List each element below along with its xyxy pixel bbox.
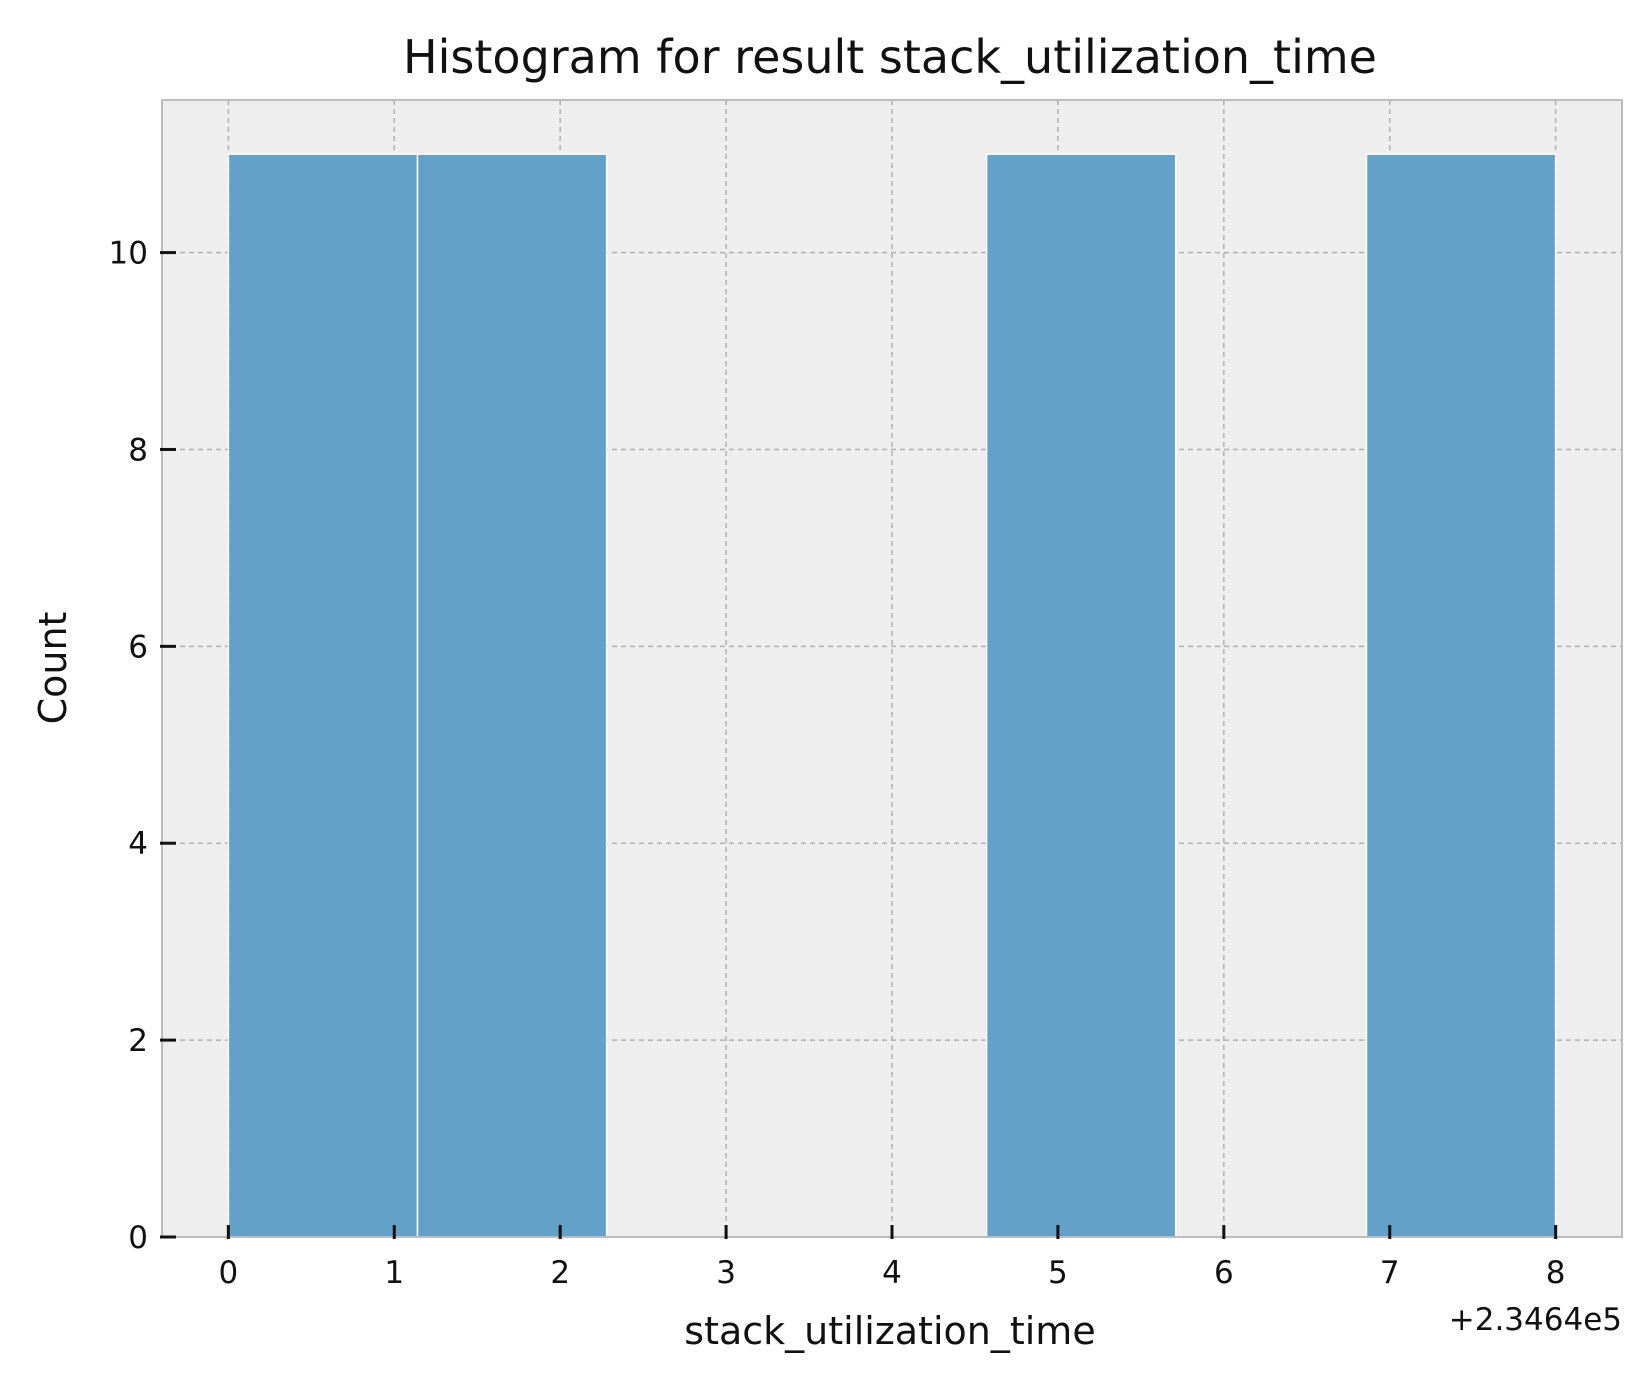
- x-axis-ticks: 0 1 2 3 4 5 6 7 8: [218, 1225, 1566, 1291]
- x-tick-label: 5: [1048, 1255, 1068, 1291]
- y-tick-label: 8: [128, 432, 148, 468]
- x-tick-label: 6: [1214, 1255, 1234, 1291]
- y-tick-label: 6: [128, 629, 148, 665]
- histogram-bar: [985, 153, 1177, 1238]
- histogram-bar: [1365, 153, 1557, 1238]
- x-axis-label: stack_utilization_time: [684, 1309, 1095, 1353]
- x-tick-label: 2: [550, 1255, 570, 1291]
- histogram-bars: [227, 153, 1557, 1238]
- y-tick-label: 10: [109, 236, 148, 272]
- x-tick-label: 4: [882, 1255, 902, 1291]
- x-tick-label: 1: [384, 1255, 404, 1291]
- x-axis-offset-label: +2.3464e5: [1449, 1302, 1622, 1338]
- x-tick-label: 3: [716, 1255, 736, 1291]
- y-tick-label: 0: [128, 1220, 148, 1256]
- histogram-bar: [416, 153, 608, 1238]
- x-tick-label: 8: [1546, 1255, 1566, 1291]
- x-tick-label: 7: [1380, 1255, 1400, 1291]
- chart-title: Histogram for result stack_utilization_t…: [403, 30, 1377, 84]
- histogram-bar: [227, 153, 419, 1238]
- y-axis-ticks: 0 2 4 6 8 10: [109, 236, 176, 1256]
- y-tick-label: 4: [128, 826, 148, 862]
- y-axis-label: Count: [31, 612, 75, 725]
- x-tick-label: 0: [218, 1255, 238, 1291]
- y-tick-label: 2: [128, 1023, 148, 1059]
